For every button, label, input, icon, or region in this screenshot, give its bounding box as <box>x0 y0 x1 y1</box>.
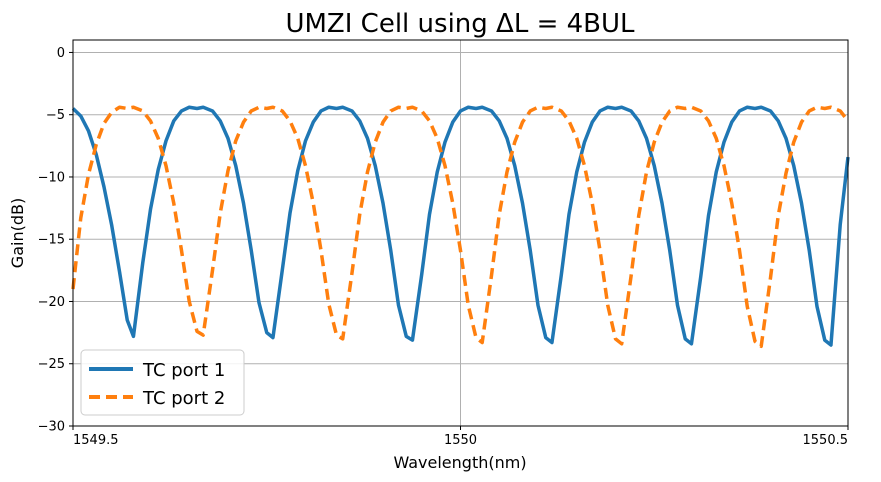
y-tick-label: −25 <box>38 357 65 372</box>
legend: TC port 1 TC port 2 <box>80 349 245 416</box>
chart-title: UMZI Cell using ΔL = 4BUL <box>285 9 635 39</box>
axis-ticks: 1549.5 1550 1550.5 0 −5 −10 −15 −20 −25 −30 <box>38 46 849 448</box>
series-line-tc-port-1 <box>71 105 850 347</box>
y-tick-label: 0 <box>57 46 65 61</box>
legend-box <box>80 349 245 416</box>
series-line-tc-port-2 <box>71 105 850 349</box>
legend-label-tc-port-2: TC port 2 <box>142 388 225 409</box>
x-tick-label: 1550 <box>444 433 477 448</box>
x-tick-label: 1549.5 <box>73 433 119 448</box>
series-layer <box>71 105 850 349</box>
legend-label-tc-port-1: TC port 1 <box>142 360 225 381</box>
y-tick-label: −5 <box>46 108 65 123</box>
y-tick-label: −10 <box>38 170 65 185</box>
y-axis-label: Gain(dB) <box>8 198 27 268</box>
y-tick-label: −15 <box>38 233 65 248</box>
x-axis-label: Wavelength(nm) <box>393 453 526 472</box>
y-tick-label: −30 <box>38 420 65 435</box>
y-tick-label: −20 <box>38 295 65 310</box>
x-tick-label: 1550.5 <box>803 433 849 448</box>
